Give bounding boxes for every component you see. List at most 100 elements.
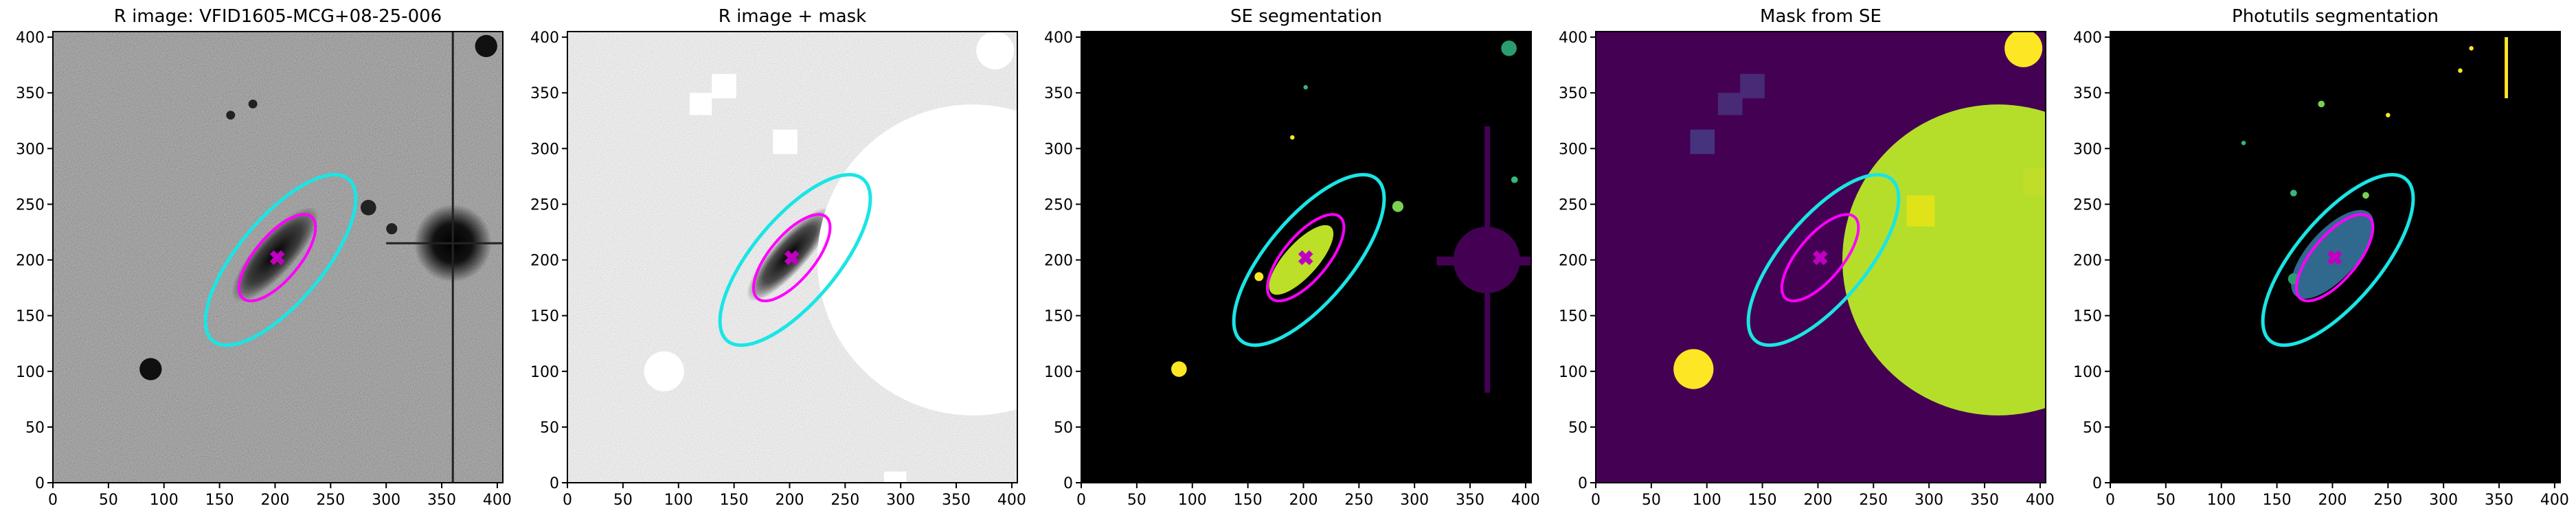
y-tick-label: 100	[1044, 364, 1073, 381]
y-tick-label: 0	[1063, 475, 1073, 492]
y-tick-label: 350	[1044, 85, 1073, 102]
ellipse-inner	[2294, 213, 2375, 303]
axes-frame	[567, 31, 1018, 483]
y-tick-label: 200	[1559, 253, 1588, 270]
x-tick-label: 200	[1803, 492, 1832, 509]
center-marker	[784, 250, 800, 266]
y-tick-label: 300	[1044, 141, 1073, 158]
panel-title: Photutils segmentation	[2232, 6, 2439, 27]
y-tick-label: 50	[540, 420, 559, 437]
panel-title: R image: VFID1605-MCG+08-25-006	[114, 6, 442, 27]
x-tick-label: 100	[1178, 492, 1207, 509]
blob	[360, 199, 376, 216]
blob	[2004, 32, 2043, 67]
y-tick-label: 100	[16, 364, 45, 381]
x-tick-label: 200	[1289, 492, 1318, 509]
blob	[1290, 135, 1295, 140]
panel-title: Mask from SE	[1760, 6, 1882, 27]
x-tick-label: 0	[2105, 492, 2115, 509]
x-tick-label: 400	[1511, 492, 1540, 509]
x-tick-label: 350	[1456, 492, 1484, 509]
y-tick-label: 50	[1568, 420, 1588, 437]
blob	[1171, 361, 1187, 377]
x-tick-label: 400	[2540, 492, 2569, 509]
blob	[1673, 349, 1714, 389]
x-tick-label: 150	[1748, 492, 1777, 509]
y-tick-label: 250	[16, 196, 45, 214]
panel-title: R image + mask	[719, 6, 867, 27]
y-tick-label: 150	[16, 308, 45, 325]
ellipse-inner	[1780, 213, 1860, 303]
center-marker	[2327, 250, 2342, 266]
x-tick-label: 300	[886, 492, 915, 509]
y-tick-label: 300	[16, 141, 45, 158]
ellipse-inner	[237, 213, 317, 303]
x-tick-label: 300	[1914, 492, 1943, 509]
y-tick-label: 0	[550, 475, 559, 492]
y-tick-label: 150	[1559, 308, 1588, 325]
ellipse-outer	[2261, 172, 2415, 347]
ellipse-inner	[1265, 213, 1346, 303]
blob	[2458, 68, 2463, 73]
blob	[475, 34, 497, 58]
y-tick-label: 400	[2073, 30, 2102, 47]
x-tick-label: 350	[2485, 492, 2513, 509]
x-tick-label: 200	[775, 492, 804, 509]
y-tick-label: 200	[16, 253, 45, 270]
x-tick-label: 100	[150, 492, 179, 509]
y-tick-label: 350	[16, 85, 45, 102]
segment	[2505, 37, 2508, 99]
ellipse-outer	[203, 172, 358, 347]
blob	[2318, 100, 2325, 108]
blob	[139, 358, 162, 380]
x-tick-label: 50	[2156, 492, 2176, 509]
blob	[2241, 140, 2246, 146]
y-tick-label: 0	[35, 475, 45, 492]
y-tick-label: 350	[2073, 85, 2102, 102]
x-tick-label: 300	[1400, 492, 1429, 509]
y-tick-label: 350	[1559, 85, 1588, 102]
x-tick-label: 0	[48, 492, 58, 509]
x-tick-label: 250	[2373, 492, 2402, 509]
panel-title: SE segmentation	[1230, 6, 1382, 27]
x-tick-label: 50	[1127, 492, 1146, 509]
y-tick-label: 200	[1044, 253, 1073, 270]
x-tick-label: 150	[720, 492, 749, 509]
x-tick-label: 100	[1693, 492, 1721, 509]
ellipse-outer	[1232, 172, 1386, 347]
blob	[2290, 190, 2297, 197]
x-tick-label: 250	[831, 492, 859, 509]
blob	[386, 223, 398, 235]
blob	[1740, 73, 1765, 99]
image-panel	[2110, 32, 2560, 483]
y-tick-label: 150	[1044, 308, 1073, 325]
y-tick-label: 100	[530, 364, 559, 381]
y-tick-label: 250	[530, 196, 559, 214]
blob	[1717, 93, 1743, 115]
segment	[1436, 256, 1531, 266]
y-tick-label: 350	[530, 85, 559, 102]
y-tick-label: 150	[2073, 308, 2102, 325]
x-tick-label: 150	[1234, 492, 1263, 509]
blob	[248, 99, 258, 108]
blob	[226, 111, 236, 120]
x-tick-label: 400	[2026, 492, 2055, 509]
blob	[883, 471, 907, 483]
x-tick-label: 0	[1591, 492, 1601, 509]
x-tick-label: 400	[997, 492, 1026, 509]
x-tick-label: 350	[1970, 492, 1999, 509]
y-tick-label: 50	[2083, 420, 2102, 437]
blob	[712, 73, 736, 99]
center-marker	[1812, 250, 1828, 266]
ellipse-inner	[752, 213, 832, 303]
x-tick-label: 150	[2263, 492, 2292, 509]
y-tick-label: 250	[2073, 196, 2102, 214]
blob	[1906, 195, 1935, 227]
blob	[1690, 129, 1715, 154]
axes-frame	[1595, 31, 2046, 483]
x-tick-label: 100	[2207, 492, 2236, 509]
y-tick-label: 400	[1559, 30, 1588, 47]
ellipse-outer	[1746, 172, 1901, 347]
x-tick-label: 0	[1076, 492, 1086, 509]
